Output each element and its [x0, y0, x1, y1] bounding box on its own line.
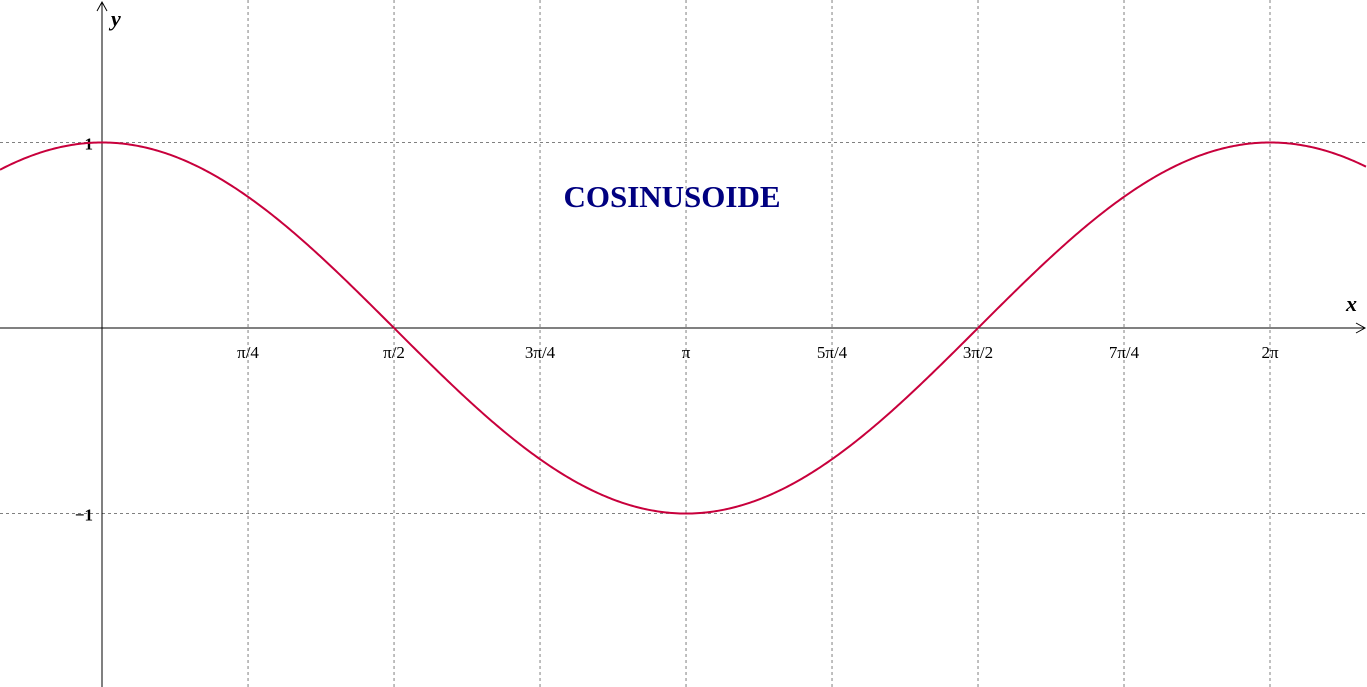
x-tick-label: π/2 [383, 343, 405, 362]
x-tick-label: 3π/4 [525, 343, 556, 362]
x-tick-label: π [682, 343, 691, 362]
x-axis-arrow-icon [1355, 322, 1367, 334]
x-axis-label: x [1345, 291, 1357, 316]
x-tick-label: 3π/2 [963, 343, 993, 362]
y-tick-label: −1 [75, 506, 93, 525]
y-axis-label: y [108, 6, 121, 31]
y-tick-label: 1 [85, 134, 94, 153]
x-tick-label: 5π/4 [817, 343, 848, 362]
tick-labels: π/4 π/2 3π/4 π 5π/4 3π/2 7π/4 2π 1 −1 [75, 134, 1279, 524]
x-tick-label: 2π [1261, 343, 1279, 362]
x-tick-label: 7π/4 [1109, 343, 1140, 362]
y-axis-arrow-icon [96, 0, 108, 12]
cosine-curve [0, 141, 1367, 515]
x-tick-label: π/4 [237, 343, 259, 362]
chart-title: COSINUSOIDE [563, 179, 780, 214]
